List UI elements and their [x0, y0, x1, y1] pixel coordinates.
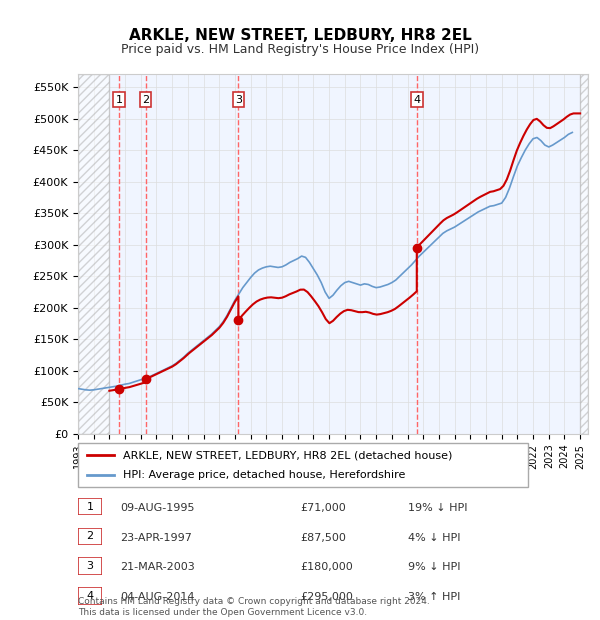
Bar	[78, 74, 109, 434]
Text: 9% ↓ HPI: 9% ↓ HPI	[408, 562, 461, 572]
Bar	[580, 74, 588, 434]
Text: 04-AUG-2014: 04-AUG-2014	[120, 592, 194, 602]
Text: 1: 1	[86, 502, 94, 512]
Text: Price paid vs. HM Land Registry's House Price Index (HPI): Price paid vs. HM Land Registry's House …	[121, 43, 479, 56]
Text: 23-APR-1997: 23-APR-1997	[120, 533, 192, 542]
FancyBboxPatch shape	[78, 528, 102, 545]
Text: Contains HM Land Registry data © Crown copyright and database right 2024.
This d: Contains HM Land Registry data © Crown c…	[78, 598, 430, 617]
Text: 3% ↑ HPI: 3% ↑ HPI	[408, 592, 460, 602]
Text: £87,500: £87,500	[300, 533, 346, 542]
Text: 4: 4	[86, 591, 94, 601]
Text: £71,000: £71,000	[300, 503, 346, 513]
Text: ARKLE, NEW STREET, LEDBURY, HR8 2EL: ARKLE, NEW STREET, LEDBURY, HR8 2EL	[128, 28, 472, 43]
Text: 21-MAR-2003: 21-MAR-2003	[120, 562, 195, 572]
FancyBboxPatch shape	[78, 557, 102, 575]
FancyBboxPatch shape	[78, 498, 102, 515]
Text: £295,000: £295,000	[300, 592, 353, 602]
FancyBboxPatch shape	[78, 587, 102, 604]
Text: ARKLE, NEW STREET, LEDBURY, HR8 2EL (detached house): ARKLE, NEW STREET, LEDBURY, HR8 2EL (det…	[123, 451, 452, 461]
Text: £180,000: £180,000	[300, 562, 353, 572]
Text: 09-AUG-1995: 09-AUG-1995	[120, 503, 194, 513]
Text: 1: 1	[115, 95, 122, 105]
FancyBboxPatch shape	[78, 443, 528, 487]
Text: 2: 2	[142, 95, 149, 105]
Text: 2: 2	[86, 531, 94, 541]
Text: 3: 3	[86, 561, 94, 571]
Text: 3: 3	[235, 95, 242, 105]
Text: 4% ↓ HPI: 4% ↓ HPI	[408, 533, 461, 542]
Text: 19% ↓ HPI: 19% ↓ HPI	[408, 503, 467, 513]
Text: 4: 4	[413, 95, 421, 105]
Text: HPI: Average price, detached house, Herefordshire: HPI: Average price, detached house, Here…	[123, 469, 406, 479]
